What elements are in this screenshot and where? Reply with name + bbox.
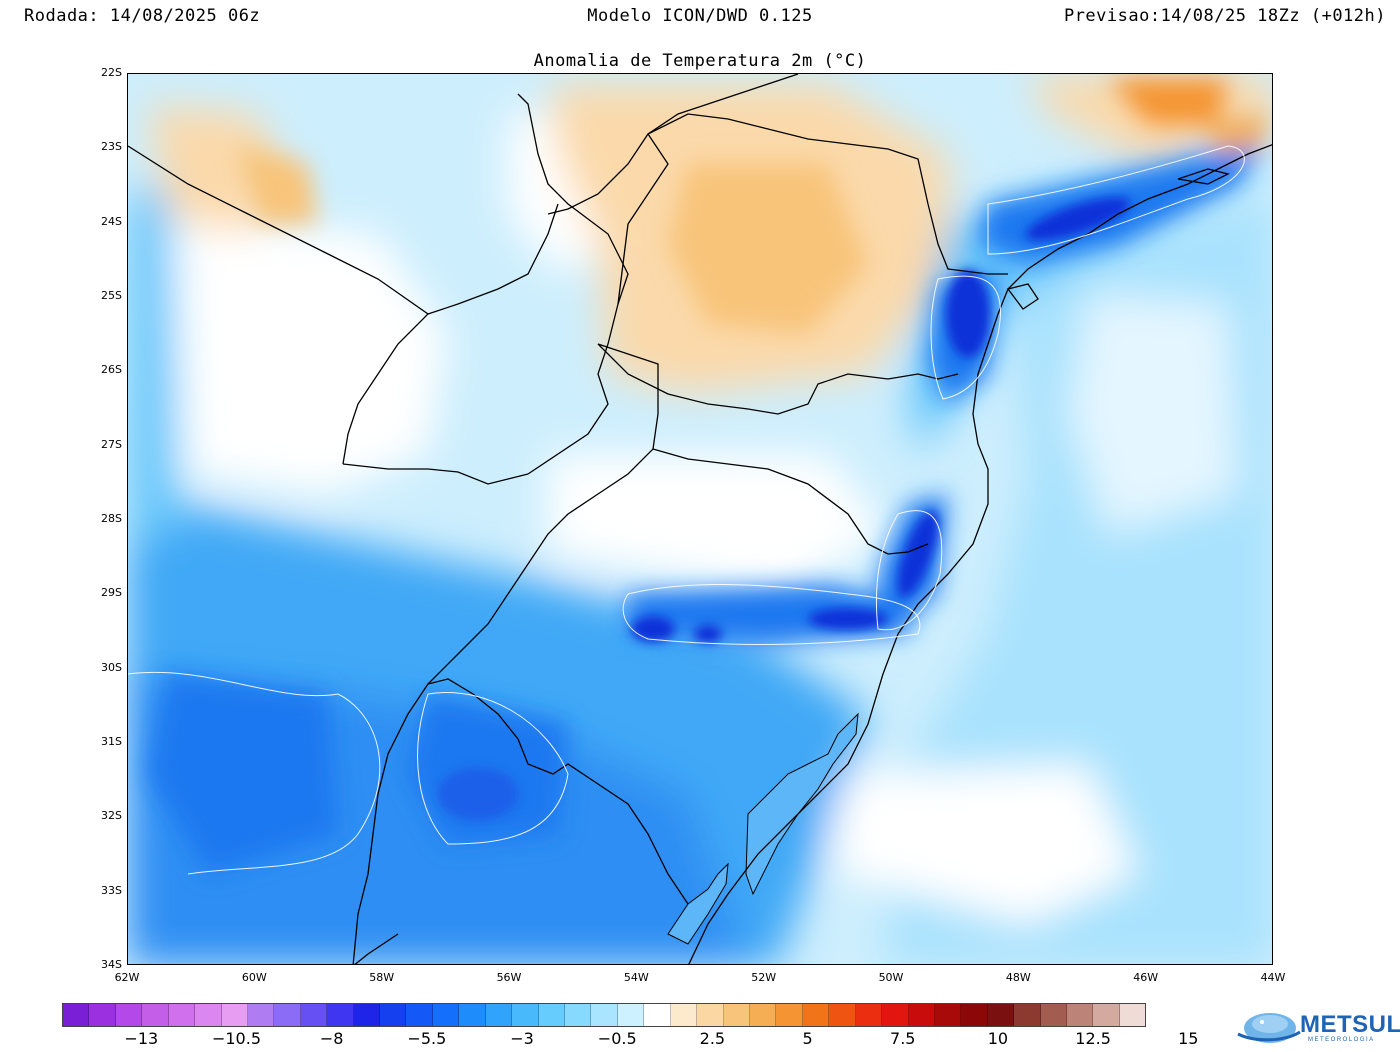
latitude-tick: 34S — [101, 958, 122, 971]
color-scale-label: −10.5 — [211, 1029, 261, 1048]
color-scale-label: 5 — [802, 1029, 813, 1048]
latitude-tick: 30S — [101, 660, 122, 674]
anomaly-cores — [438, 197, 1131, 820]
color-scale-label: −3 — [510, 1029, 534, 1048]
color-scale-segment — [512, 1004, 539, 1026]
latitude-tick: 25S — [101, 289, 122, 302]
longitude-tick: 62W — [114, 971, 140, 984]
color-scale-label: −0.5 — [597, 1029, 637, 1048]
color-scale-label: −8 — [319, 1029, 344, 1048]
longitude-tick: 54W — [623, 971, 649, 984]
color-scale-label: 12.5 — [1075, 1029, 1111, 1048]
color-scale-segment — [380, 1004, 407, 1026]
longitude-tick: 52W — [751, 971, 777, 984]
longitude-tick: 56W — [496, 971, 522, 984]
latitude-tick: 22S — [101, 66, 122, 79]
color-scale-segment — [300, 1004, 328, 1026]
latitude-tick: 26S — [101, 363, 122, 377]
globe-icon — [1237, 1013, 1301, 1043]
color-scale-segment — [617, 1004, 645, 1026]
color-scale-label: 7.5 — [890, 1029, 916, 1048]
anomaly-contours — [128, 145, 1245, 875]
latitude-tick: 24S — [101, 214, 122, 228]
longitude-tick: 48W — [1005, 971, 1031, 984]
color-scale-segment — [565, 1004, 592, 1026]
color-scale-segment — [908, 1004, 935, 1026]
latitude-tick: 31S — [101, 735, 122, 748]
color-scale-segment — [459, 1004, 486, 1026]
color-scale-label: −5.5 — [407, 1029, 447, 1048]
color-scale-segment — [327, 1004, 354, 1026]
color-scale-segment — [115, 1004, 143, 1026]
color-scale-segment — [142, 1004, 169, 1026]
map-title: Anomalia de Temperatura 2m (°C) — [533, 51, 867, 71]
color-scale-segment — [591, 1004, 618, 1026]
color-scale-segment — [882, 1004, 909, 1026]
latitude-tick: 27S — [101, 437, 122, 451]
latitude-tick: 33S — [101, 883, 122, 897]
latitude-tick: 29S — [101, 586, 122, 600]
lagoons — [667, 712, 859, 945]
color-scale-segment — [987, 1004, 1015, 1026]
latitude-tick: 23S — [101, 140, 122, 154]
color-scale-segment — [432, 1004, 460, 1026]
color-scale-segment — [1093, 1004, 1120, 1026]
longitude-tick: 50W — [878, 971, 904, 984]
color-scale-segment — [961, 1004, 988, 1026]
color-scale-segment — [749, 1004, 777, 1026]
color-scale-segment — [406, 1004, 433, 1026]
longitude-tick: 60W — [241, 971, 267, 984]
color-scale-label: 10 — [987, 1029, 1009, 1048]
color-scale-segment — [670, 1004, 698, 1026]
latitude-tick: 32S — [101, 809, 122, 823]
metsul-logo: METSUL METEOROLOGIA — [1232, 1008, 1400, 1048]
color-scale-segment — [195, 1004, 222, 1026]
longitude-tick: 46W — [1133, 971, 1159, 984]
color-scale-segment — [274, 1004, 301, 1026]
logo-name: METSUL — [1300, 1011, 1400, 1038]
color-scale-segment — [89, 1004, 116, 1026]
forecast-time-label: Previsao:14/08/25 18Zz (+012h) — [1063, 6, 1386, 26]
color-scale-segment — [644, 1004, 671, 1026]
color-scale-segment — [723, 1004, 750, 1026]
color-scale-label: 2.5 — [699, 1029, 726, 1048]
color-scale-label: −13 — [124, 1029, 159, 1048]
color-scale-segment — [1119, 1004, 1146, 1026]
temperature-anomaly-map — [127, 73, 1273, 965]
color-scale-segment — [168, 1004, 196, 1026]
color-scale-segment — [485, 1004, 513, 1026]
color-scale-segment — [855, 1004, 883, 1026]
color-scale-bar — [62, 1003, 1146, 1027]
color-scale-segment — [776, 1004, 803, 1026]
logo-subtitle: METEOROLOGIA — [1308, 1037, 1375, 1043]
color-scale-segment — [829, 1004, 856, 1026]
political-borders — [128, 74, 1272, 964]
color-scale-segment — [538, 1004, 566, 1026]
latitude-tick: 28S — [101, 512, 122, 525]
color-scale-segment — [63, 1004, 90, 1026]
color-scale-label: 15 — [1178, 1029, 1199, 1048]
color-scale-segment — [247, 1004, 275, 1026]
color-scale-segment — [697, 1004, 724, 1026]
color-scale-segment — [1014, 1004, 1041, 1026]
color-scale-segment — [1040, 1004, 1068, 1026]
color-scale-segment — [1067, 1004, 1094, 1026]
color-scale-segment — [802, 1004, 830, 1026]
model-label: Modelo ICON/DWD 0.125 — [587, 6, 813, 26]
map-canvas — [128, 74, 1272, 964]
run-time-label: Rodada: 14/08/2025 06z — [24, 6, 261, 26]
color-scale-segment — [353, 1004, 381, 1026]
color-scale-segment — [934, 1004, 962, 1026]
longitude-tick: 44W — [1260, 971, 1286, 984]
color-scale-segment — [221, 1004, 248, 1026]
longitude-tick: 58W — [369, 971, 395, 984]
